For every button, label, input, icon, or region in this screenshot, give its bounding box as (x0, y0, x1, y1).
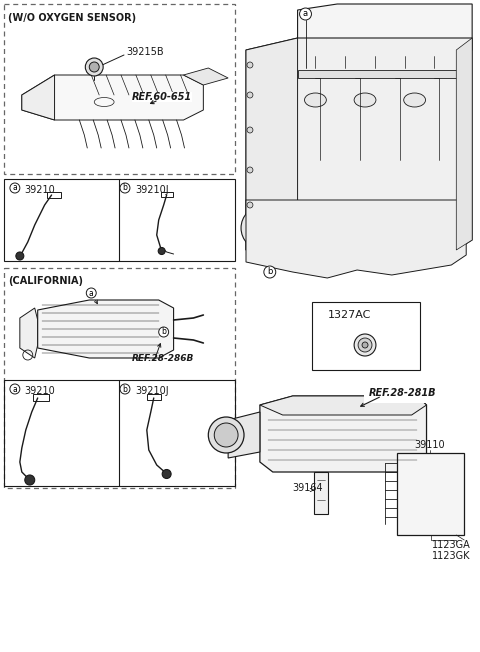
Text: b: b (161, 327, 166, 336)
Circle shape (461, 92, 467, 98)
Bar (47, 192, 60, 198)
Circle shape (461, 62, 467, 68)
Circle shape (10, 384, 20, 394)
Polygon shape (22, 75, 204, 120)
Text: 39215B: 39215B (126, 47, 164, 57)
Text: REF.28-281B: REF.28-281B (369, 388, 436, 398)
Polygon shape (260, 396, 427, 415)
Circle shape (300, 8, 312, 20)
Circle shape (120, 384, 130, 394)
Circle shape (247, 92, 253, 98)
Circle shape (214, 423, 238, 447)
Circle shape (362, 342, 368, 348)
Polygon shape (260, 396, 427, 472)
Text: (W/O OXYGEN SENSOR): (W/O OXYGEN SENSOR) (8, 13, 136, 23)
Text: a: a (12, 385, 17, 394)
Bar (4, 179, 235, 261)
Text: a: a (12, 183, 17, 192)
Polygon shape (228, 412, 260, 458)
Polygon shape (246, 200, 466, 278)
Circle shape (247, 127, 253, 133)
Text: a: a (303, 10, 308, 18)
Circle shape (120, 183, 130, 193)
Polygon shape (38, 300, 174, 358)
Bar (4, 4, 235, 174)
Bar (312, 302, 420, 370)
Text: b: b (122, 183, 127, 192)
Circle shape (461, 202, 467, 208)
Text: b: b (122, 385, 127, 394)
Text: 1123GA: 1123GA (432, 540, 470, 550)
Text: 39210J: 39210J (135, 386, 168, 396)
Text: 39210: 39210 (25, 185, 56, 195)
Text: a: a (89, 288, 94, 297)
Text: 1123GK: 1123GK (432, 551, 470, 561)
Circle shape (208, 417, 244, 453)
Text: 39210J: 39210J (135, 185, 168, 195)
Circle shape (251, 216, 275, 240)
Ellipse shape (304, 93, 326, 107)
Text: REF.60-651: REF.60-651 (132, 92, 192, 102)
Circle shape (158, 248, 165, 254)
Circle shape (354, 334, 376, 356)
Circle shape (162, 469, 171, 479)
Circle shape (89, 62, 99, 72)
Ellipse shape (255, 93, 277, 107)
Circle shape (159, 327, 168, 337)
Circle shape (85, 58, 103, 76)
Polygon shape (246, 38, 472, 250)
Circle shape (247, 167, 253, 173)
Circle shape (461, 127, 467, 133)
Polygon shape (456, 38, 472, 250)
Bar (147, 394, 161, 400)
Text: REF.28-286B: REF.28-286B (132, 354, 194, 363)
Ellipse shape (404, 93, 426, 107)
Text: 39164: 39164 (293, 483, 323, 493)
Bar (314, 472, 328, 514)
Bar (161, 192, 173, 197)
Circle shape (461, 167, 467, 173)
Bar (33, 394, 48, 401)
Text: b: b (267, 267, 273, 276)
Polygon shape (20, 308, 38, 358)
Bar (397, 453, 464, 535)
Polygon shape (22, 75, 55, 120)
Circle shape (247, 202, 253, 208)
Bar (4, 268, 235, 488)
Polygon shape (246, 38, 298, 250)
Circle shape (25, 475, 35, 485)
Polygon shape (183, 68, 228, 85)
Circle shape (358, 338, 372, 352)
Text: (CALIFORNIA): (CALIFORNIA) (8, 276, 83, 286)
Circle shape (258, 223, 268, 233)
Circle shape (264, 266, 276, 278)
Circle shape (247, 62, 253, 68)
Text: 39210: 39210 (25, 386, 56, 396)
Ellipse shape (354, 93, 376, 107)
Text: 39110: 39110 (415, 440, 445, 450)
Bar (298, 70, 464, 78)
Text: 1327AC: 1327AC (327, 310, 371, 320)
Polygon shape (298, 4, 472, 56)
Bar (4, 380, 235, 486)
Circle shape (86, 288, 96, 298)
Circle shape (241, 206, 285, 250)
Circle shape (16, 252, 24, 260)
Circle shape (10, 183, 20, 193)
